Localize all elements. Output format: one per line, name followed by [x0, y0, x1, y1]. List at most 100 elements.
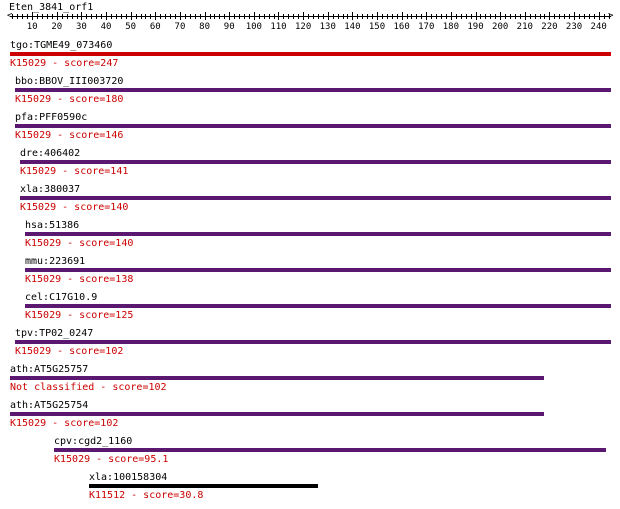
hit-alignment-bar[interactable] [25, 268, 611, 272]
ruler-tick [239, 14, 240, 19]
ruler-tick [303, 12, 304, 20]
hit-gene-link[interactable]: dre:406402 [20, 148, 81, 159]
hit-gene-link[interactable]: ath:AT5G25754 [10, 400, 89, 411]
ruler-tick [283, 14, 284, 19]
hit-gene-link[interactable]: cpv:cgd2_1160 [54, 436, 133, 447]
hit-annotation-link[interactable]: K15029 - score=141 [20, 166, 129, 177]
ruler-tick [86, 14, 87, 19]
hit-alignment-bar[interactable] [10, 376, 544, 380]
hit-annotation-link[interactable]: K15029 - score=140 [25, 238, 134, 249]
ruler-tick-label: 160 [393, 22, 410, 32]
ruler-left-arrow: < [7, 11, 13, 21]
hit-annotation-link[interactable]: K15029 - score=138 [25, 274, 134, 285]
ruler-tick-label: 70 [174, 22, 186, 32]
ruler-tick [214, 14, 215, 19]
ruler-tick [535, 14, 536, 19]
hit-alignment-bar[interactable] [15, 124, 611, 128]
ruler-tick [609, 14, 610, 19]
ruler-tick [441, 14, 442, 19]
hit-annotation-link[interactable]: K15029 - score=247 [10, 58, 119, 69]
ruler-tick-label: 210 [516, 22, 533, 32]
ruler-tick [461, 14, 462, 19]
ruler-tick-label: 20 [51, 22, 63, 32]
hit-annotation-link[interactable]: K15029 - score=102 [15, 346, 124, 357]
ruler-tick [195, 14, 196, 19]
hit-gene-link[interactable]: tpv:TP02_0247 [15, 328, 94, 339]
hit-gene-link[interactable]: xla:380037 [20, 184, 81, 195]
ruler-tick [313, 14, 314, 19]
hit-annotation-link[interactable]: K15029 - score=140 [20, 202, 129, 213]
ruler-tick [530, 14, 531, 19]
hit-annotation-link[interactable]: Not classified - score=102 [10, 382, 167, 393]
hit-gene-link[interactable]: cel:C17G10.9 [25, 292, 98, 303]
hit-alignment-bar[interactable] [20, 160, 611, 164]
hit-annotation-link[interactable]: K15029 - score=125 [25, 310, 134, 321]
hit-gene-link[interactable]: hsa:51386 [25, 220, 80, 231]
ruler-tick [224, 14, 225, 19]
hit-gene-link[interactable]: pfa:PFF0590c [15, 112, 88, 123]
hit-annotation-link[interactable]: K15029 - score=146 [15, 130, 124, 141]
ruler-tick [32, 12, 33, 20]
ruler-tick [96, 14, 97, 19]
ruler-tick [126, 14, 127, 19]
hit-gene-link[interactable]: xla:100158304 [89, 472, 168, 483]
ruler-tick [505, 14, 506, 19]
hit-alignment-bar[interactable] [54, 448, 606, 452]
ruler-tick [540, 14, 541, 19]
hit-annotation-link[interactable]: K11512 - score=30.8 [89, 490, 204, 501]
ruler-tick [323, 14, 324, 19]
ruler-tick [244, 14, 245, 19]
ruler-tick [308, 14, 309, 19]
ruler-tick-label: 100 [245, 22, 262, 32]
ruler-tick [500, 12, 501, 20]
ruler-tick [229, 12, 230, 20]
ruler-tick [67, 14, 68, 19]
ruler-tick [136, 14, 137, 19]
ruler-tick [77, 14, 78, 19]
ruler-tick [343, 14, 344, 19]
ruler-tick [347, 14, 348, 19]
ruler-tick [515, 14, 516, 19]
ruler-tick [599, 12, 600, 20]
ruler-tick-label: 90 [223, 22, 235, 32]
ruler-tick [436, 14, 437, 19]
ruler-tick [116, 14, 117, 19]
hit-gene-link[interactable]: mmu:223691 [25, 256, 86, 267]
hit-alignment-bar[interactable] [10, 52, 611, 56]
ruler-tick [456, 14, 457, 19]
ruler-tick-label: 120 [294, 22, 312, 32]
ruler-tick [57, 12, 58, 20]
hit-gene-link[interactable]: tgo:TGME49_073460 [10, 40, 113, 51]
hit-annotation-link[interactable]: K15029 - score=95.1 [54, 454, 169, 465]
ruler-tick [352, 12, 353, 20]
ruler-tick [510, 14, 511, 19]
hit-alignment-bar[interactable] [25, 304, 611, 308]
hit-annotation-link[interactable]: K15029 - score=180 [15, 94, 124, 105]
hit-alignment-bar[interactable] [10, 412, 544, 416]
hit-alignment-bar[interactable] [89, 484, 318, 488]
ruler-tick [145, 14, 146, 19]
ruler-tick [81, 12, 82, 20]
ruler-tick [22, 14, 23, 19]
ruler-axis-line [10, 16, 611, 17]
ruler-tick [165, 14, 166, 19]
ruler-tick-label: 200 [492, 22, 509, 32]
hit-alignment-bar[interactable] [20, 196, 611, 200]
hit-alignment-bar[interactable] [15, 340, 611, 344]
hit-gene-link[interactable]: bbo:BBOV_III003720 [15, 76, 124, 87]
ruler-tick-label: 150 [368, 22, 386, 32]
ruler-tick [451, 12, 452, 20]
ruler-tick [234, 14, 235, 19]
ruler-tick [402, 12, 403, 20]
ruler-tick [446, 14, 447, 19]
hit-alignment-bar[interactable] [15, 88, 611, 92]
hit-annotation-link[interactable]: K15029 - score=102 [10, 418, 119, 429]
ruler-tick [185, 14, 186, 19]
ruler-tick [367, 14, 368, 19]
ruler-tick [141, 14, 142, 19]
ruler-tick [62, 14, 63, 19]
hit-gene-link[interactable]: ath:AT5G25757 [10, 364, 89, 375]
hit-alignment-bar[interactable] [25, 232, 611, 236]
ruler-tick [574, 12, 575, 20]
ruler-tick [604, 14, 605, 19]
